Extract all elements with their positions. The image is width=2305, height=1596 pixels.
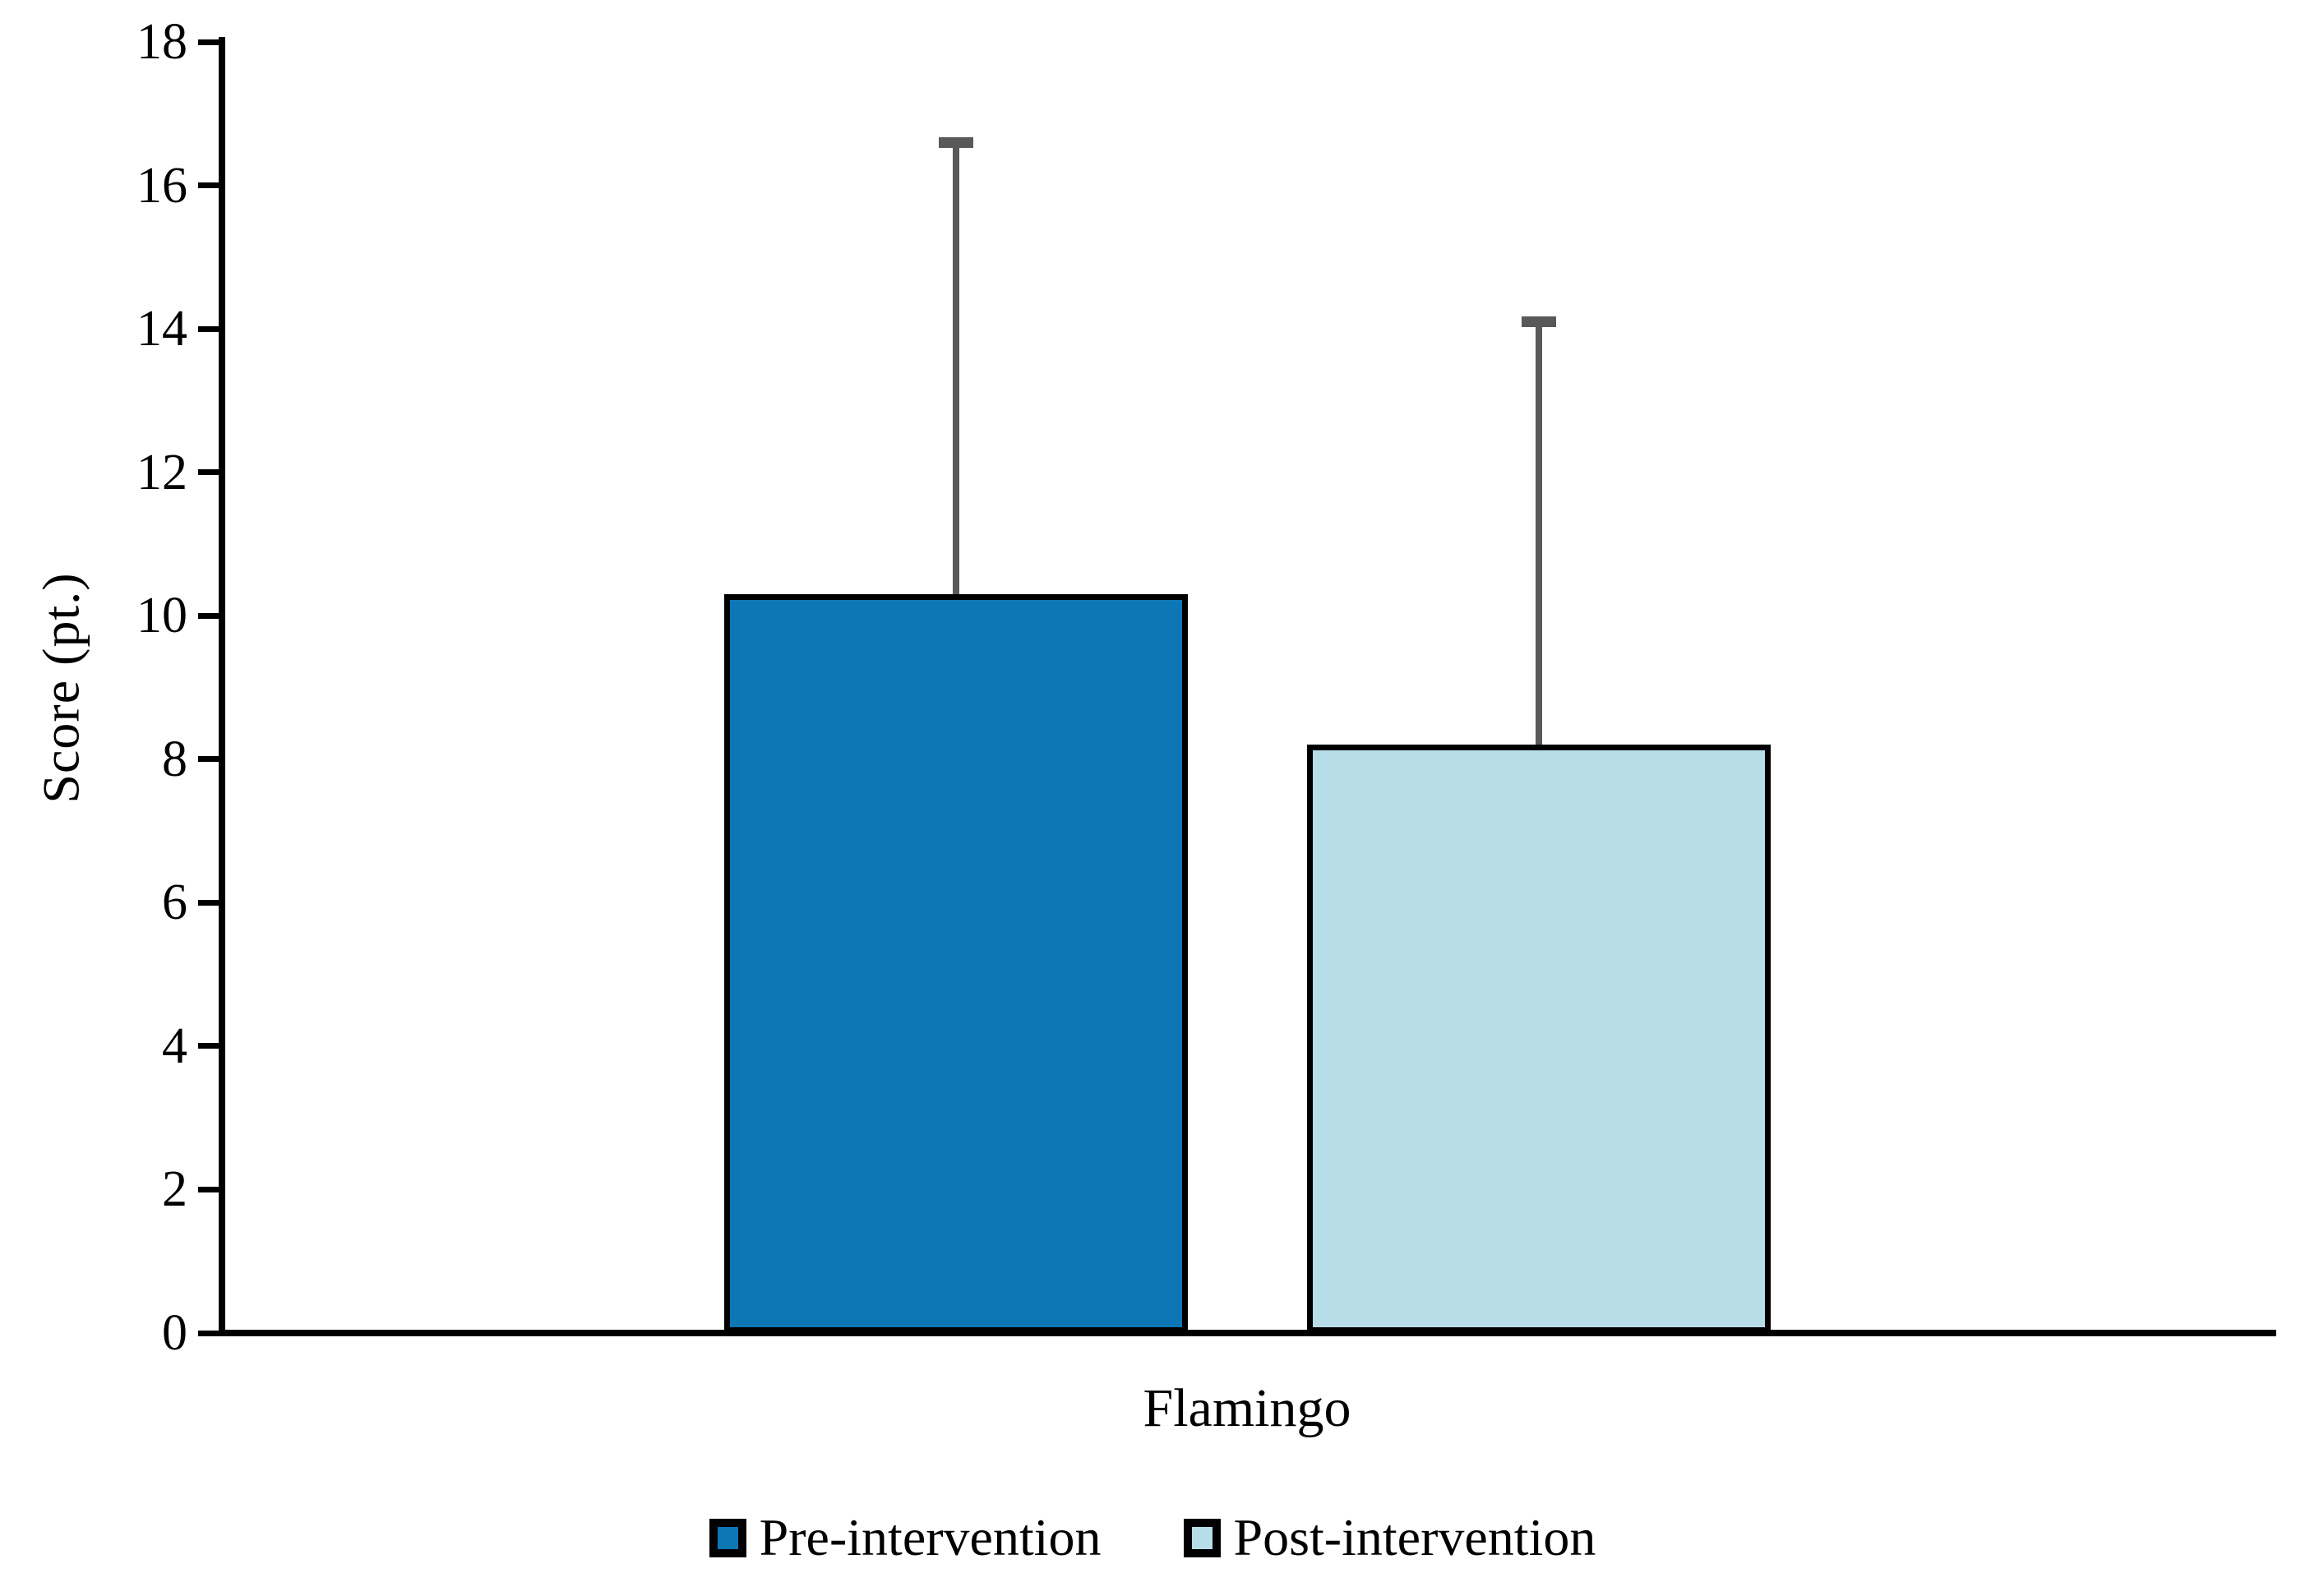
legend-item-pre-intervention: Pre-intervention bbox=[709, 1511, 1102, 1565]
bar-pre-intervention bbox=[724, 594, 1188, 1333]
y-tick-label-18: 18 bbox=[136, 14, 187, 70]
legend-swatch-post-intervention bbox=[1183, 1518, 1221, 1557]
y-tick-label-0: 0 bbox=[162, 1305, 187, 1361]
y-tick-mark-8 bbox=[198, 756, 222, 763]
category-label: Flamingo bbox=[1143, 1378, 1351, 1438]
error-bar-cap-pre-intervention bbox=[939, 136, 973, 148]
y-tick-label-10: 10 bbox=[136, 588, 187, 644]
error-bar-cap-post-intervention bbox=[1522, 316, 1556, 327]
y-tick-label-14: 14 bbox=[136, 301, 187, 357]
y-tick-mark-12 bbox=[198, 469, 222, 476]
y-tick-label-16: 16 bbox=[136, 157, 187, 214]
plot-area: 0 2 4 6 8 10 12 14 16 18 bbox=[136, 14, 2276, 1361]
x-axis-line bbox=[219, 1330, 2276, 1336]
legend-label-post-intervention: Post-intervention bbox=[1233, 1508, 1596, 1566]
bar-post-intervention bbox=[1307, 745, 1771, 1333]
y-tick-label-12: 12 bbox=[136, 444, 187, 500]
y-tick-mark-18 bbox=[198, 39, 222, 45]
y-tick-mark-4 bbox=[198, 1043, 222, 1049]
y-tick-mark-0 bbox=[198, 1330, 222, 1336]
y-tick-label-4: 4 bbox=[162, 1017, 187, 1074]
legend-swatch-pre-intervention bbox=[709, 1518, 746, 1557]
y-tick-mark-2 bbox=[198, 1186, 222, 1192]
legend: Pre-intervention Post-intervention bbox=[0, 1511, 2305, 1565]
y-tick-mark-16 bbox=[198, 182, 222, 189]
legend-item-post-intervention: Post-intervention bbox=[1183, 1508, 1596, 1566]
y-tick-mark-6 bbox=[198, 899, 222, 906]
y-tick-mark-10 bbox=[198, 612, 222, 619]
legend-label-pre-intervention: Pre-intervention bbox=[759, 1508, 1102, 1566]
error-bar-line-post-intervention bbox=[1536, 321, 1542, 745]
y-tick-label-2: 2 bbox=[162, 1161, 187, 1218]
y-tick-label-8: 8 bbox=[162, 731, 187, 787]
y-tick-mark-14 bbox=[198, 325, 222, 332]
y-axis-title: Score (pt.) bbox=[8, 42, 115, 1333]
y-tick-label-6: 6 bbox=[162, 874, 187, 931]
y-axis-line bbox=[219, 37, 225, 1336]
error-bar-line-pre-intervention bbox=[953, 142, 959, 595]
